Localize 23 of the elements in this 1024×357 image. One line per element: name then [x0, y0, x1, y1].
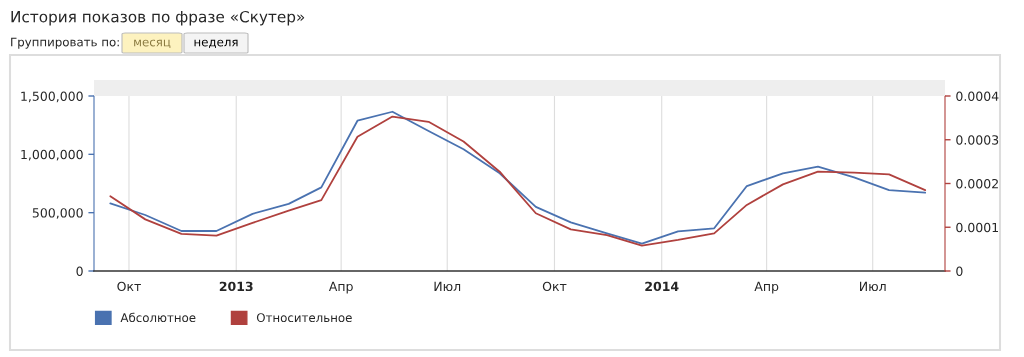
- y-tick-label: 500,000: [32, 208, 83, 219]
- y-tick-label: 0: [76, 266, 83, 276]
- x-tick-label: Апр: [754, 281, 779, 294]
- x-tick-label: Июл: [860, 281, 886, 292]
- text: неделя: [194, 39, 238, 48]
- y2-tick-label: 0: [956, 266, 963, 276]
- y2-tick-label: 0.0001: [956, 222, 998, 233]
- x-tick-label: Июл: [434, 281, 461, 292]
- y2-tick-label: 0.0002: [956, 178, 998, 189]
- x-tick-label: 2013: [219, 281, 253, 292]
- legend-label: Относительное: [256, 313, 352, 323]
- x-tick-label: Окт: [117, 281, 141, 292]
- x-tick-label: Окт: [542, 281, 567, 292]
- x-tick-label: 2014: [645, 281, 679, 292]
- text: Группировать по:: [11, 37, 119, 49]
- chart-title: История показов по фразе «Скутер»: [11, 10, 305, 26]
- legend-label: Абсолютное: [120, 312, 196, 323]
- text: месяц: [134, 39, 171, 48]
- y-tick-label: 1,500,000: [21, 91, 83, 103]
- y2-tick-label: 0.0003: [956, 135, 999, 145]
- y2-tick-label: 0.0004: [956, 91, 999, 101]
- y-tick-label: 1,000,000: [21, 149, 83, 161]
- x-tick-label: Апр: [328, 281, 353, 294]
